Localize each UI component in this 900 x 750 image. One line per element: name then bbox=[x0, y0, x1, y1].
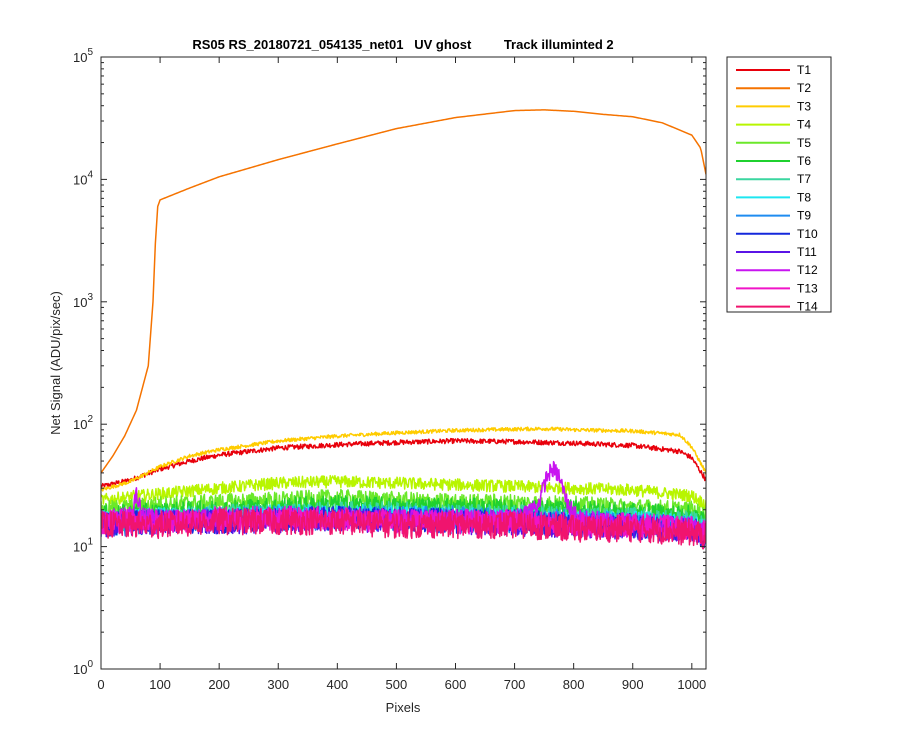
legend-label-t1: T1 bbox=[797, 63, 811, 77]
plot-area bbox=[101, 57, 706, 669]
legend-label-t14: T14 bbox=[797, 300, 818, 314]
series-line-t4 bbox=[101, 474, 706, 510]
series-line-t14 bbox=[101, 507, 706, 550]
x-axis-title: Pixels bbox=[386, 700, 421, 715]
legend-label-t10: T10 bbox=[797, 227, 818, 241]
y-tick-label: 102 bbox=[73, 414, 93, 432]
series-line-t1 bbox=[101, 437, 706, 489]
x-tick-label: 0 bbox=[97, 677, 104, 692]
legend-label-t6: T6 bbox=[797, 154, 811, 168]
x-axis: 0 100 200 300 400 500 600 700 800 900 1000 bbox=[97, 57, 706, 692]
y-tick-label: 104 bbox=[73, 169, 93, 187]
series-layer bbox=[101, 109, 706, 550]
legend-label-t5: T5 bbox=[797, 136, 811, 150]
legend-label-t12: T12 bbox=[797, 263, 818, 277]
y-tick-label: 101 bbox=[73, 537, 93, 555]
y-tick-label: 100 bbox=[73, 659, 93, 677]
y-axis-title: Net Signal (ADU/pix/sec) bbox=[48, 291, 63, 435]
x-tick-label: 1000 bbox=[677, 677, 706, 692]
chart-title: RS05 RS_20180721_054135_net01 UV ghost T… bbox=[192, 37, 613, 52]
y-tick-label: 103 bbox=[73, 292, 93, 310]
series-line-t3 bbox=[101, 426, 706, 492]
x-tick-label: 400 bbox=[326, 677, 348, 692]
legend-label-t3: T3 bbox=[797, 99, 811, 113]
y-tick-label: 105 bbox=[73, 47, 93, 65]
x-tick-label: 700 bbox=[504, 677, 526, 692]
legend-label-t8: T8 bbox=[797, 190, 811, 204]
x-tick-label: 100 bbox=[149, 677, 171, 692]
x-tick-label: 900 bbox=[622, 677, 644, 692]
legend-label-t4: T4 bbox=[797, 118, 811, 132]
legend-label-t9: T9 bbox=[797, 209, 811, 223]
x-tick-label: 300 bbox=[267, 677, 289, 692]
plot-frame bbox=[100, 56, 707, 670]
x-tick-label: 200 bbox=[208, 677, 230, 692]
y-axis: 100 101 102 103 104 105 bbox=[73, 47, 706, 677]
legend-label-t2: T2 bbox=[797, 81, 811, 95]
x-tick-label: 500 bbox=[386, 677, 408, 692]
legend-label-t7: T7 bbox=[797, 172, 811, 186]
legend: T1 T2 T3 T4 T5 T6 T7 T8 T9 T10 T11 T12 T13 T14 bbox=[726, 56, 832, 314]
series-line-t2 bbox=[101, 109, 706, 474]
legend-label-t11: T11 bbox=[797, 245, 817, 259]
x-tick-label: 600 bbox=[445, 677, 467, 692]
x-tick-label: 800 bbox=[563, 677, 585, 692]
legend-label-t13: T13 bbox=[797, 281, 818, 295]
